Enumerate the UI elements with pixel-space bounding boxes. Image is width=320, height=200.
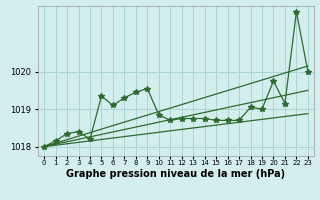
X-axis label: Graphe pression niveau de la mer (hPa): Graphe pression niveau de la mer (hPa) xyxy=(67,169,285,179)
